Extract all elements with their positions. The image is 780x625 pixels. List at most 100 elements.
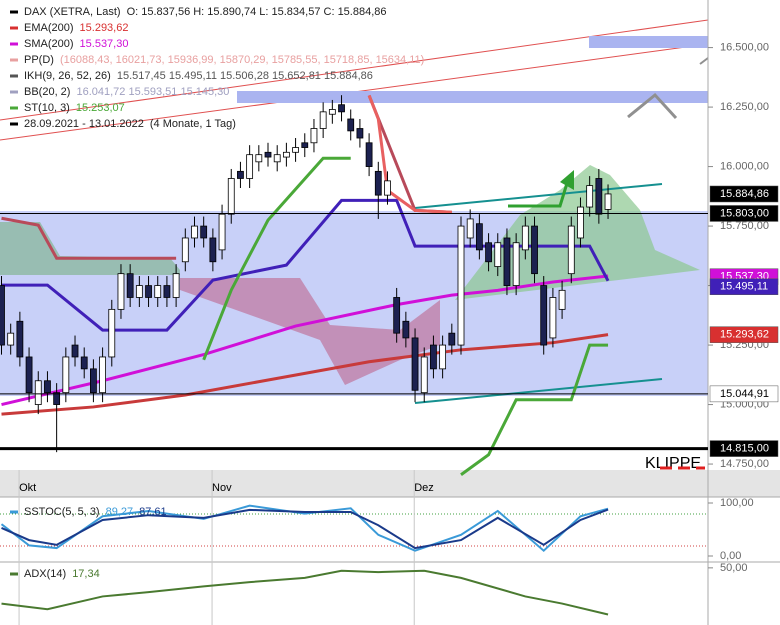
- candle-body: [384, 180, 391, 196]
- price-tag: [709, 278, 779, 295]
- legend-label: PP(D) (16088,43, 16021,73, 15936,99, 1587…: [24, 54, 424, 66]
- candle-body: [319, 111, 327, 129]
- legend-name: SSTOC(5, 5, 3): [24, 506, 100, 518]
- candle-body: [163, 285, 171, 298]
- candle-body: [595, 178, 603, 215]
- candle-body: [16, 320, 24, 358]
- candle-body: [485, 242, 492, 263]
- zone: [237, 91, 708, 103]
- plot: 14.750,0015.000,0015.250,0015.500,0015.7…: [0, 42, 769, 625]
- legend-name: BB(20, 2): [24, 86, 70, 98]
- y-tick-label: 15.750,00: [720, 220, 769, 232]
- indicator-line: [460, 343, 609, 476]
- candle-body: [99, 356, 106, 394]
- legend-label: EMA(200) 15.293,62: [24, 22, 128, 34]
- legend-value: 87,61: [139, 506, 167, 518]
- candle-body: [503, 237, 511, 286]
- legend-swatch: [10, 42, 18, 46]
- legend-name: DAX (XETRA, Last): [24, 6, 121, 18]
- candle-body: [292, 147, 299, 153]
- y-tick-label: 100,00: [720, 497, 754, 509]
- x-tick-label: Okt: [19, 482, 36, 494]
- price-tag: [709, 440, 779, 457]
- legend-value: 15.293,62: [80, 22, 129, 34]
- candle-body: [457, 225, 465, 346]
- candle-body: [200, 225, 208, 239]
- candle-body: [577, 206, 584, 239]
- candle-body: [549, 297, 557, 339]
- candle-body: [448, 332, 456, 346]
- channel-line: [414, 378, 663, 404]
- candle-body: [172, 273, 180, 298]
- candle-body: [347, 118, 355, 132]
- legend-swatch: [10, 572, 18, 576]
- y-tick-label: 14.750,00: [720, 458, 769, 470]
- candle-body: [604, 193, 612, 210]
- x-tick-label: Dez: [414, 482, 434, 494]
- legend-swatch: [10, 58, 18, 62]
- candle-body: [0, 285, 5, 346]
- y-tick-label: 50,00: [720, 562, 748, 574]
- candle-body: [301, 142, 309, 148]
- candle-body: [237, 170, 244, 179]
- y-tick-label: 0,00: [720, 550, 741, 562]
- date-band: [0, 470, 780, 497]
- indicator-line: [1, 508, 609, 550]
- arrow: [699, 57, 709, 65]
- price-tag-label: 15.044,91: [720, 388, 769, 400]
- legend-name: IKH(9, 26, 52, 26): [24, 70, 111, 82]
- candle-body: [466, 218, 474, 239]
- legend-value: 15.537,30: [80, 38, 129, 50]
- legend-name: SMA(200): [24, 38, 74, 50]
- candle-body: [80, 356, 88, 370]
- legend-value: 15.517,45 15.495,11 15.506,28 15.652,81 …: [117, 70, 373, 82]
- legend-label: ADX(14) 17,34: [24, 568, 100, 580]
- candle-body: [586, 185, 594, 208]
- candle-body: [411, 337, 419, 391]
- candle-body: [255, 154, 263, 163]
- candle-body: [282, 151, 290, 158]
- indicator-line: [1, 569, 609, 616]
- zone: [589, 36, 708, 48]
- legend-swatch: [10, 26, 18, 30]
- legend-name: ST(10, 3): [24, 102, 70, 114]
- legend-swatch: [10, 510, 18, 514]
- candle-body: [264, 151, 272, 158]
- legend-swatch: [10, 10, 18, 14]
- price-tag-label: 15.884,86: [720, 188, 769, 200]
- legend-label: IKH(9, 26, 52, 26) 15.517,45 15.495,11 15…: [24, 70, 373, 82]
- indicator-line: [202, 156, 351, 361]
- indicator-line: [1, 333, 609, 416]
- candle-body: [430, 344, 437, 370]
- legend-value: (4 Monate, 1 Tag): [150, 118, 236, 130]
- y-tick-label: 16.500,00: [720, 42, 769, 54]
- candle-body: [402, 320, 410, 339]
- y-tick-label: 16.250,00: [720, 101, 769, 113]
- legend-name: 28.09.2021 - 13.01.2022: [24, 118, 144, 130]
- legend-swatch: [10, 90, 18, 94]
- price-tag-label: 14.815,00: [720, 442, 769, 454]
- price-tag: [709, 385, 779, 403]
- candle-body: [181, 237, 189, 263]
- candle-body: [53, 392, 61, 405]
- candle-body: [191, 225, 198, 239]
- legend-value: 17,34: [72, 568, 100, 580]
- candle-body: [558, 289, 566, 310]
- arrow: [627, 92, 678, 120]
- candle-body: [531, 225, 538, 275]
- candle-body: [25, 356, 33, 394]
- legend-label: BB(20, 2) 16.041,72 15.593,51 15.145,30: [24, 86, 229, 98]
- candle-body: [393, 297, 401, 334]
- legend-label: 28.09.2021 - 13.01.2022 (4 Monate, 1 Tag): [24, 118, 236, 130]
- cloud: [180, 278, 440, 385]
- legend-label: DAX (XETRA, Last) O: 15.837,56 H: 15.890,…: [24, 6, 387, 18]
- annotation: KLIPPE: [645, 455, 701, 472]
- legend-name: ADX(14): [24, 568, 66, 580]
- candle-body: [34, 380, 42, 405]
- legend-swatch: [10, 74, 18, 78]
- candle-body: [135, 285, 143, 298]
- price-tag: [709, 205, 779, 222]
- candle-body: [145, 285, 152, 298]
- candle-body: [117, 273, 125, 310]
